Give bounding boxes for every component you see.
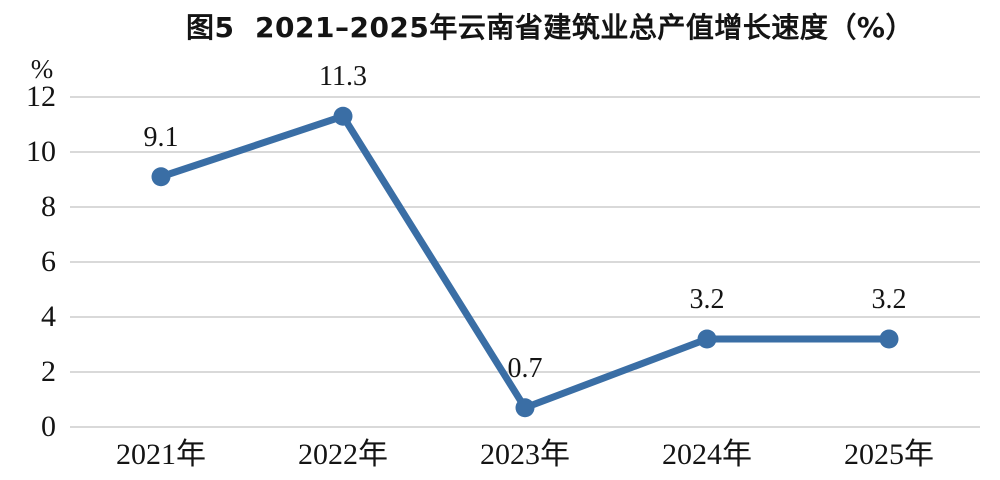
y-tick-label: 8 xyxy=(41,190,56,223)
x-axis-label: 2021年 xyxy=(116,438,206,471)
x-axis-label: 2022年 xyxy=(298,438,388,471)
data-point-label: 3.2 xyxy=(871,284,907,315)
y-tick-label: 6 xyxy=(41,245,56,278)
series-group xyxy=(151,106,899,418)
data-point-marker xyxy=(879,329,899,349)
y-tick-label: 2 xyxy=(41,355,56,388)
y-tick-label: 12 xyxy=(26,80,56,113)
y-axis-unit-label: % xyxy=(30,54,54,84)
y-tick-label: 0 xyxy=(41,410,56,443)
data-point-label: 0.7 xyxy=(507,352,543,384)
x-axis-label: 2024年 xyxy=(662,438,752,471)
data-point-label: 9.1 xyxy=(143,121,179,153)
y-tick-label: 10 xyxy=(26,135,56,168)
chart-title: 图5 2021–2025年云南省建筑业总产值增长速度（%） xyxy=(186,11,914,44)
x-axis-label: 2023年 xyxy=(480,438,570,471)
data-point-marker xyxy=(151,167,171,187)
data-point-label: 3.2 xyxy=(689,284,725,315)
data-point-marker xyxy=(515,398,535,418)
data-point-marker xyxy=(333,106,353,126)
gridlines-group xyxy=(70,96,980,428)
y-tick-label: 4 xyxy=(41,300,56,333)
data-point-label: 11.3 xyxy=(319,61,367,93)
data-point-marker xyxy=(697,329,717,349)
x-axis-label: 2025年 xyxy=(844,438,934,471)
